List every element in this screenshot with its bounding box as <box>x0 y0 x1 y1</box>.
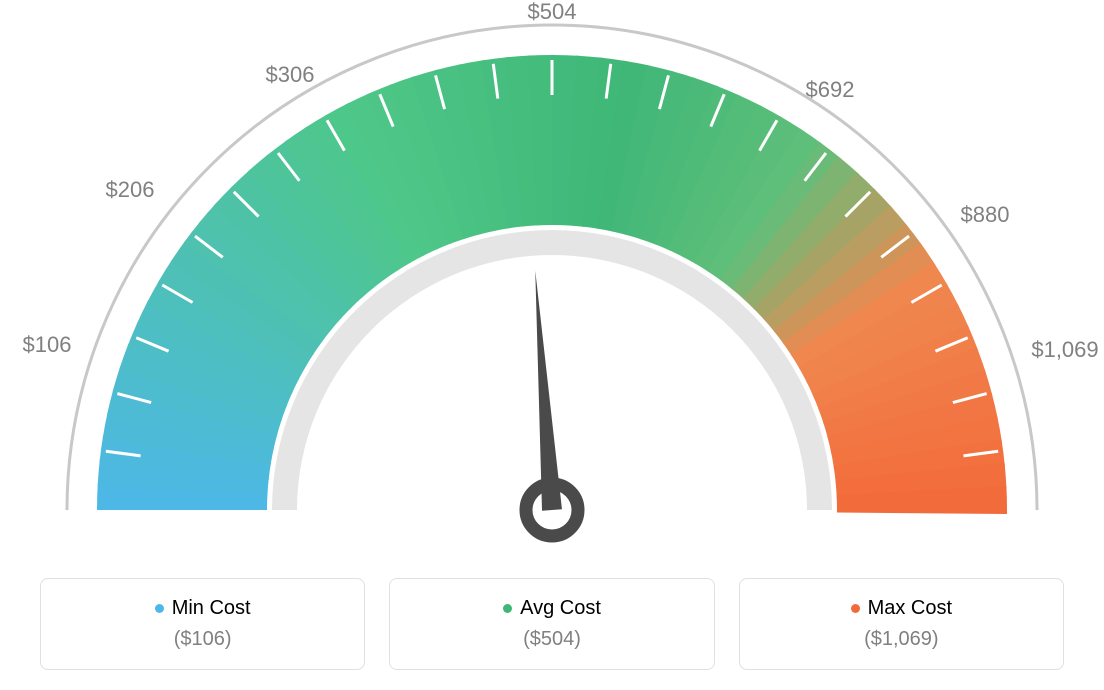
gauge-tick-label: $206 <box>106 177 155 203</box>
gauge-container: $106 $206 $306 $504 $692 $880 $1,069 <box>0 0 1104 560</box>
dot-icon <box>851 604 860 613</box>
legend-title-max: Max Cost <box>750 597 1053 620</box>
legend-value-min: ($106) <box>51 628 354 651</box>
gauge-tick-label: $504 <box>528 0 577 25</box>
gauge-tick-label: $306 <box>266 62 315 88</box>
legend-title-avg: Avg Cost <box>400 597 703 620</box>
dot-icon <box>155 604 164 613</box>
legend-card-max: Max Cost ($1,069) <box>739 578 1064 670</box>
legend-row: Min Cost ($106) Avg Cost ($504) Max Cost… <box>0 578 1104 670</box>
legend-card-avg: Avg Cost ($504) <box>389 578 714 670</box>
legend-title-min: Min Cost <box>51 597 354 620</box>
legend-label-avg: Avg Cost <box>520 597 601 619</box>
legend-card-min: Min Cost ($106) <box>40 578 365 670</box>
legend-value-avg: ($504) <box>400 628 703 651</box>
gauge-tick-label: $692 <box>806 77 855 103</box>
gauge-svg <box>0 0 1104 560</box>
legend-value-max: ($1,069) <box>750 628 1053 651</box>
dot-icon <box>503 604 512 613</box>
gauge-tick-label: $1,069 <box>1031 337 1098 363</box>
gauge-tick-label: $106 <box>23 332 72 358</box>
legend-label-max: Max Cost <box>868 597 952 619</box>
gauge-tick-label: $880 <box>961 202 1010 228</box>
legend-label-min: Min Cost <box>172 597 251 619</box>
